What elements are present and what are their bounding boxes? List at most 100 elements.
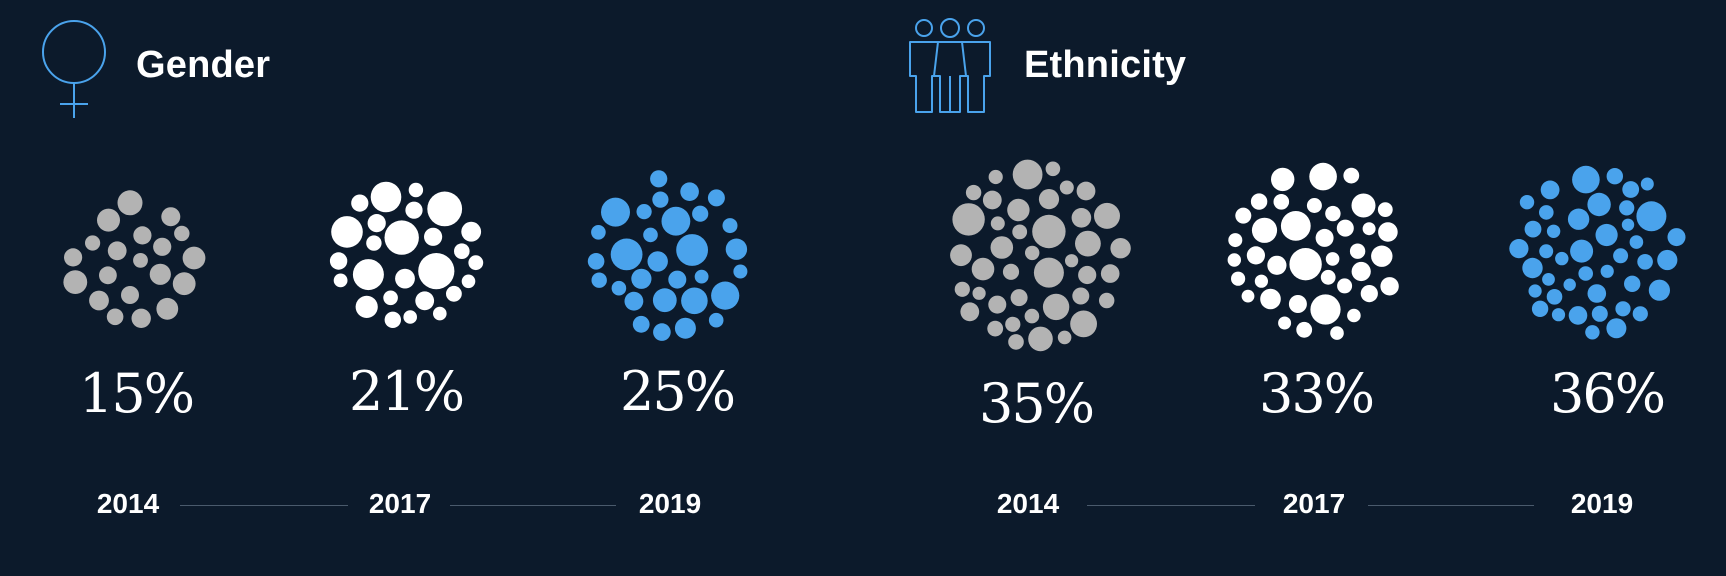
ethnicity-title: Ethnicity [1024,44,1187,86]
ethnicity-bubbles-0 [950,159,1131,352]
gender-year-2019: 2019 [638,488,702,519]
ethnicity-year-2019: 2019 [1570,488,1634,519]
gender-bubble [424,227,443,246]
ethnicity-bubble [1531,300,1549,317]
gender-bubble [131,308,151,328]
ethnicity-bubble [1540,180,1560,200]
gender-bubble [652,191,669,208]
gender-bubble [351,194,369,212]
ethnicity-bubble [1072,287,1090,305]
ethnicity-bubble [1231,271,1246,286]
ethnicity-bubble [1273,194,1290,210]
gender-bubble [64,248,83,267]
gender-bubble [89,290,109,311]
ethnicity-year-2017: 2017 [1282,488,1346,519]
gender-bubble [694,269,709,284]
ethnicity-bubble [1377,202,1393,217]
gender-bubble [601,197,630,227]
ethnicity-bubble [1289,248,1322,281]
ethnicity-bubble [1337,278,1353,294]
ethnicity-bubble [1371,245,1393,267]
ethnicity-bubble [1595,223,1618,247]
ethnicity-bubble [1563,278,1576,291]
ethnicity-bubble [1288,295,1307,313]
ethnicity-bubble [1280,211,1311,241]
ethnicity-bubble [1325,252,1340,266]
gender-bubble [652,288,677,313]
gender-bubble [461,274,476,289]
ethnicity-bubble [954,281,970,297]
ethnicity-bubble [1539,205,1554,220]
ethnicity-2014-percent: 35% [978,372,1095,435]
ethnicity-bubble [1362,222,1376,236]
gender-bubble [107,241,127,261]
gender-bubble [674,317,696,339]
ethnicity-bubble [1587,192,1611,217]
gender-2019-percent: 25% [619,360,736,423]
gender-bubble [329,252,348,270]
gender-bubble [653,323,671,341]
gender-bubble [461,221,482,242]
ethnicity-bubble [1235,207,1252,224]
ethnicity-bubble [1567,208,1590,230]
gender-bubble [133,253,148,268]
ethnicity-bubble [1546,289,1563,305]
ethnicity-bubble [1629,235,1644,249]
gender-bubble [106,308,124,326]
ethnicity-bubble [1012,224,1028,240]
ethnicity-bubble [1572,165,1600,194]
gender-2017-cluster [326,173,486,333]
ethnicity-bubble [1033,257,1064,288]
ethnicity-bubble [1351,261,1371,282]
ethnicity-bubble [1241,289,1255,303]
ethnicity-bubble [1309,162,1337,191]
gender-bubble [415,291,435,311]
ethnicity-bubble [1585,325,1600,340]
ethnicity-bubble [1005,316,1021,332]
gender-bubble [331,216,363,248]
gender-bubble [624,291,644,311]
ethnicity-bubble [1330,326,1344,340]
ethnicity-bubble [1012,159,1043,190]
ethnicity-bubble [1032,214,1066,249]
gender-bubbles-2 [587,170,748,341]
ethnicity-bubble [1606,318,1627,339]
gender-bubble [333,273,348,288]
gender-connector-line [450,505,616,506]
ethnicity-2019-cluster [1503,158,1689,344]
gender-bubbles-0 [63,190,206,328]
gender-bubble [591,225,606,240]
ethnicity-bubble [1570,239,1594,263]
ethnicity-bubble [1542,273,1555,286]
ethnicity-bubble [1007,198,1030,222]
gender-bubble [725,238,748,260]
ethnicity-bubble [1065,254,1079,268]
female-symbol-icon [42,20,106,118]
gender-bubble [707,189,725,207]
ethnicity-bubble [990,236,1014,259]
ethnicity-bubble [1351,193,1376,218]
gender-connector-line [180,505,348,506]
ethnicity-bubble [1568,306,1588,325]
ethnicity-bubble [1246,246,1265,265]
gender-bubble [632,315,650,333]
ethnicity-bubble [1315,228,1334,247]
gender-bubble [384,311,401,328]
ethnicity-bubble [1008,334,1024,350]
ethnicity-bubble [1606,168,1623,185]
gender-bubble [405,201,423,219]
gender-bubble [172,272,196,296]
gender-year-2017: 2017 [368,488,432,519]
ethnicity-bubble [1271,167,1295,192]
ethnicity-bubbles-1 [1227,162,1399,340]
ethnicity-bubble [988,295,1007,314]
ethnicity-bubble [1078,265,1097,285]
gender-bubble [355,295,378,318]
people-group-icon [909,18,991,113]
ethnicity-bubble [1278,316,1292,330]
gender-bubble [366,235,382,251]
ethnicity-bubble [1624,275,1641,292]
ethnicity-bubble [950,244,972,267]
ethnicity-bubble [1667,228,1686,247]
gender-bubbles-1 [329,181,484,328]
